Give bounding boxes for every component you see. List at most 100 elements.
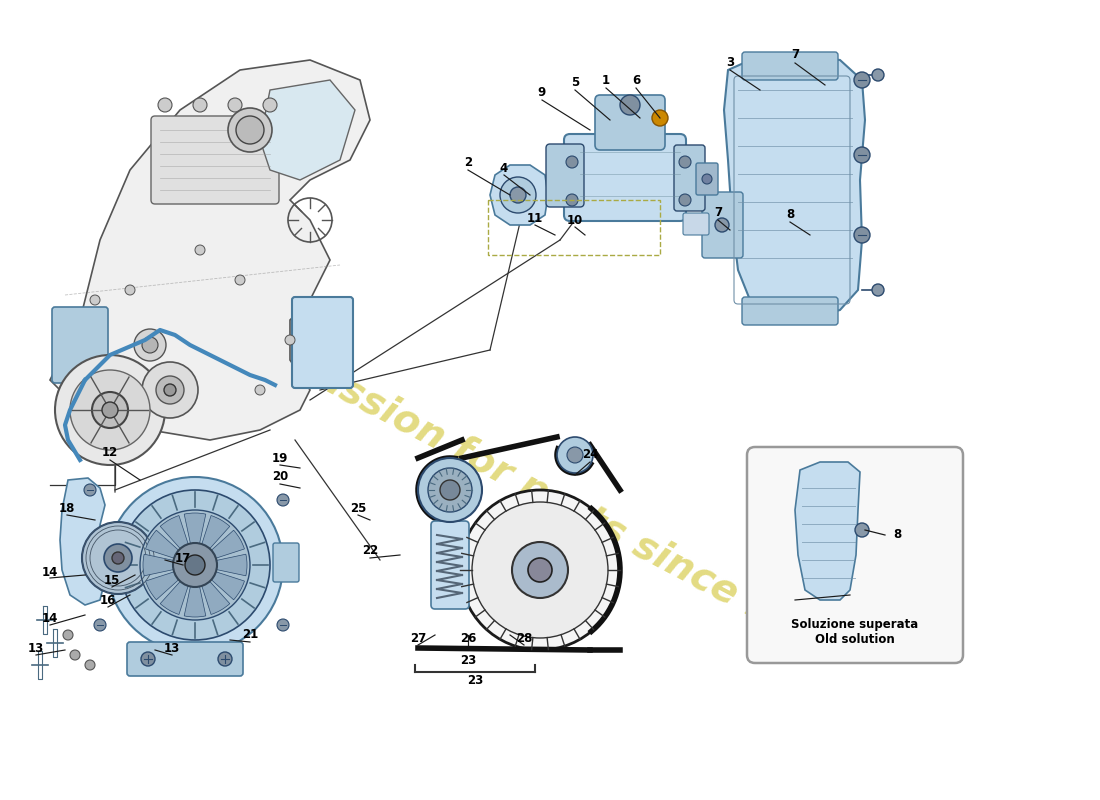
Wedge shape (184, 513, 206, 565)
Circle shape (142, 337, 158, 353)
Polygon shape (50, 60, 370, 440)
FancyBboxPatch shape (696, 163, 718, 195)
Text: 26: 26 (460, 631, 476, 645)
Text: 6: 6 (631, 74, 640, 86)
Circle shape (510, 187, 526, 203)
FancyBboxPatch shape (546, 144, 584, 207)
FancyBboxPatch shape (52, 307, 108, 383)
Circle shape (104, 544, 132, 572)
Text: 15: 15 (103, 574, 120, 586)
Text: 14: 14 (42, 566, 58, 578)
Text: 8: 8 (893, 529, 901, 542)
Text: 7: 7 (791, 49, 799, 62)
Polygon shape (60, 478, 104, 605)
Circle shape (500, 177, 536, 213)
Wedge shape (161, 565, 195, 614)
Text: Soluzione superata: Soluzione superata (791, 618, 918, 631)
FancyBboxPatch shape (273, 543, 299, 582)
Text: 8: 8 (785, 209, 794, 222)
FancyBboxPatch shape (564, 134, 686, 221)
Circle shape (855, 523, 869, 537)
Text: 2: 2 (464, 157, 472, 170)
Circle shape (85, 660, 95, 670)
Circle shape (277, 619, 289, 631)
Wedge shape (184, 565, 206, 617)
Circle shape (566, 156, 578, 168)
Text: 23: 23 (466, 674, 483, 686)
Text: 4: 4 (499, 162, 508, 174)
Circle shape (94, 619, 106, 631)
Circle shape (566, 194, 578, 206)
Circle shape (218, 652, 232, 666)
Circle shape (285, 335, 295, 345)
FancyBboxPatch shape (151, 116, 279, 204)
Circle shape (112, 552, 124, 564)
Text: 14: 14 (42, 611, 58, 625)
Circle shape (872, 69, 884, 81)
Text: 1: 1 (602, 74, 610, 86)
Circle shape (472, 502, 608, 638)
Circle shape (236, 116, 264, 144)
Circle shape (277, 494, 289, 506)
Text: 7: 7 (714, 206, 722, 219)
Circle shape (418, 458, 482, 522)
Bar (488, 200, 660, 255)
Circle shape (512, 542, 568, 598)
Circle shape (854, 147, 870, 163)
Circle shape (185, 555, 205, 575)
Wedge shape (195, 530, 244, 565)
Wedge shape (195, 515, 230, 565)
Circle shape (702, 174, 712, 184)
Text: 17: 17 (175, 551, 191, 565)
Circle shape (134, 329, 166, 361)
Circle shape (854, 227, 870, 243)
Circle shape (107, 477, 283, 653)
Text: 3: 3 (726, 55, 734, 69)
Circle shape (141, 652, 155, 666)
Text: 28: 28 (516, 631, 532, 645)
Circle shape (854, 72, 870, 88)
Circle shape (255, 385, 265, 395)
Text: 25: 25 (350, 502, 366, 514)
Circle shape (192, 98, 207, 112)
Text: 21: 21 (242, 629, 258, 642)
Text: 23: 23 (460, 654, 476, 666)
Circle shape (92, 392, 128, 428)
FancyBboxPatch shape (742, 52, 838, 80)
Text: 16: 16 (100, 594, 117, 606)
Circle shape (158, 98, 172, 112)
Circle shape (263, 98, 277, 112)
Circle shape (528, 558, 552, 582)
Polygon shape (490, 165, 548, 225)
Circle shape (140, 510, 250, 620)
Circle shape (90, 295, 100, 305)
FancyBboxPatch shape (742, 297, 838, 325)
Circle shape (715, 218, 729, 232)
Wedge shape (143, 554, 195, 576)
Text: 27: 27 (410, 631, 426, 645)
FancyBboxPatch shape (702, 192, 743, 258)
Wedge shape (145, 530, 195, 565)
Text: 22: 22 (362, 543, 378, 557)
Text: 20: 20 (272, 470, 288, 483)
FancyBboxPatch shape (683, 213, 710, 235)
Text: 9: 9 (538, 86, 546, 99)
FancyBboxPatch shape (431, 521, 469, 609)
Circle shape (620, 95, 640, 115)
Text: 11: 11 (527, 211, 543, 225)
Circle shape (679, 156, 691, 168)
Text: 13: 13 (164, 642, 180, 654)
Polygon shape (260, 80, 355, 180)
Circle shape (84, 484, 96, 496)
Circle shape (440, 480, 460, 500)
Circle shape (228, 98, 242, 112)
Circle shape (679, 194, 691, 206)
Circle shape (566, 447, 583, 463)
Text: A passion for parts since 1994: A passion for parts since 1994 (248, 323, 852, 669)
Circle shape (70, 370, 150, 450)
Circle shape (235, 275, 245, 285)
Text: 18: 18 (58, 502, 75, 514)
Circle shape (195, 245, 205, 255)
Circle shape (70, 650, 80, 660)
FancyBboxPatch shape (595, 95, 666, 150)
